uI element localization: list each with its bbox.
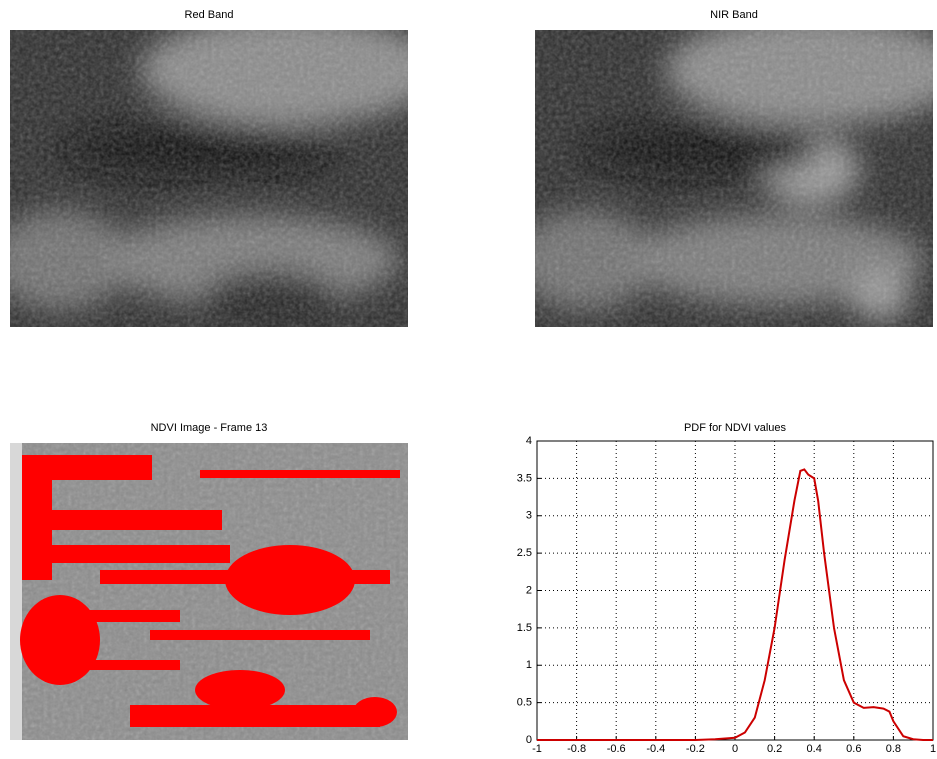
x-tick-label: -0.6 [607,743,626,755]
x-tick-label: 0.2 [767,743,782,755]
x-tick-label: -0.4 [646,743,665,755]
y-tick-label: 3.5 [517,472,532,484]
x-tick-label: -1 [532,743,542,755]
y-tick-label: 0.5 [517,697,532,709]
x-tick-label: 0.6 [846,743,861,755]
axes-box [536,440,934,741]
y-tick-label: 4 [526,435,532,447]
x-tick-label: 0.8 [886,743,901,755]
y-tick-label: 3 [526,510,532,522]
y-tick-label: 2.5 [517,547,532,559]
ndvi-image [10,443,408,740]
data-line [537,468,933,741]
plot-area [537,441,933,740]
nir-band-image [535,30,933,327]
y-tick-label: 2 [526,584,532,596]
x-tick-label: -0.8 [567,743,586,755]
image-title: NIR Band [710,9,758,21]
y-tick-label: 0 [526,734,532,746]
x-tick-label: -0.2 [686,743,705,755]
image-title: NDVI Image - Frame 13 [151,422,268,434]
x-tick-label: 1 [930,743,936,755]
y-tick-label: 1 [526,659,532,671]
chart-title: PDF for NDVI values [684,422,787,434]
red-band-image [10,30,408,327]
x-tick-label: 0.4 [807,743,822,755]
y-tick-label: 1.5 [517,622,532,634]
image-title: Red Band [185,9,234,21]
x-tick-label: 0 [732,743,738,755]
